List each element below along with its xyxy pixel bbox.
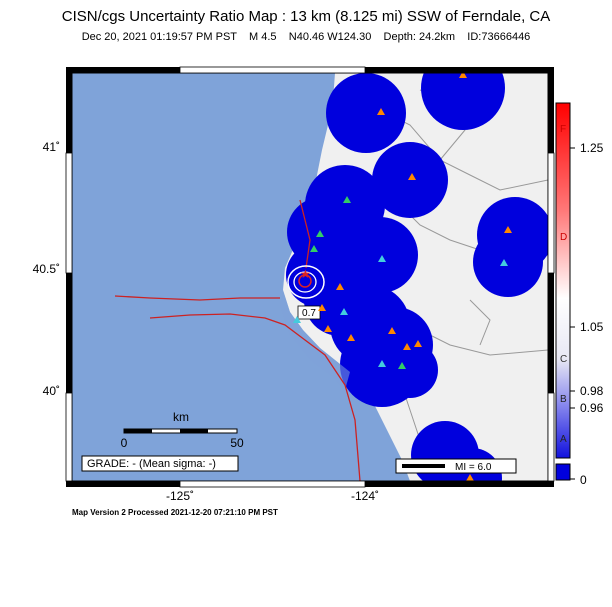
station-markers — [293, 73, 512, 481]
map-title: CISN/cgs Uncertainty Ratio Map : 13 km (… — [61, 8, 551, 25]
mi-legend-text: MI = 6.0 — [455, 462, 492, 473]
contour-label: 0.7 — [302, 308, 316, 319]
grade-letter: B — [560, 394, 567, 405]
coastal-water — [280, 290, 350, 390]
epicenter-contours: 0.7 ★ — [287, 265, 325, 320]
map-area: 0.7 ★ — [72, 73, 548, 481]
scale-min: 0 — [121, 436, 128, 450]
map-frame — [65, 66, 555, 488]
colorbar-value: 0.98 — [580, 384, 604, 398]
colorbar: 1.25 1.05 0.98 0.96 0 F D C B A — [555, 102, 604, 487]
scale-bar: km 0 50 — [121, 410, 244, 450]
mi-legend-box — [395, 458, 517, 474]
epicenter-star: ★ — [300, 267, 311, 281]
grade-text: GRADE: - (Mean sigma: -) — [87, 458, 216, 470]
grade-box — [81, 455, 239, 472]
grade-letter: C — [560, 354, 567, 365]
lat-label-41: 41˚ — [43, 140, 60, 154]
lon-label-124: -124˚ — [351, 489, 379, 503]
grade-letter: F — [560, 124, 566, 135]
scale-title: km — [173, 410, 189, 424]
scale-max: 50 — [230, 436, 244, 450]
colorbar-value: 1.25 — [580, 141, 604, 155]
colorbar-value: 0 — [580, 473, 587, 487]
lat-label-40: 40˚ — [43, 384, 60, 398]
lat-label-40-5: 40.5˚ — [33, 262, 60, 276]
ocean — [72, 73, 410, 481]
colorbar-zero-swatch — [555, 463, 571, 481]
map-subtitle: Dec 20, 2021 01:19:57 PM PST M 4.5 N40.4… — [81, 31, 531, 43]
fault-lines — [114, 199, 361, 481]
grade-letter: D — [560, 232, 567, 243]
map-version-footer: Map Version 2 Processed 2021-12-20 07:21… — [72, 508, 278, 517]
colorbar-value: 1.05 — [580, 320, 604, 334]
colorbar-value: 0.96 — [580, 401, 604, 415]
lon-label-125: -125˚ — [166, 489, 194, 503]
station-coverage — [286, 73, 548, 481]
grade-letter: A — [560, 434, 567, 445]
